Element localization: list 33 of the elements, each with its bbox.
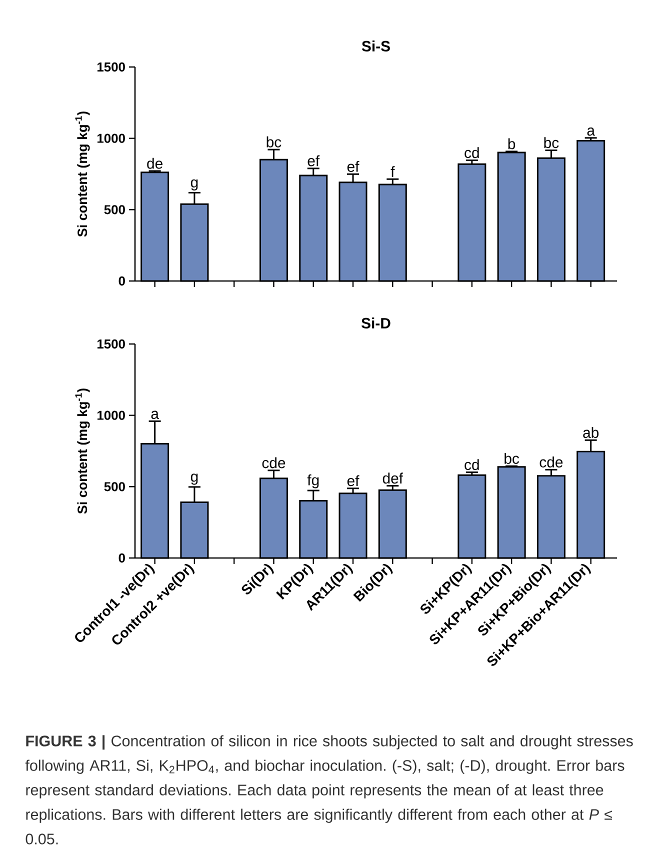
y-tick-label: 500	[104, 482, 125, 492]
data-label: g	[190, 474, 198, 485]
data-label: fg	[307, 474, 319, 488]
data-label: def	[382, 472, 404, 484]
data-label: cd	[464, 459, 479, 470]
y-axis-title: Si content (mg kg$^{-1}$)	[75, 112, 90, 237]
data-label: cde	[540, 456, 563, 468]
data-label: ef	[308, 155, 320, 166]
data-label: f	[390, 166, 395, 177]
y-tick-label: 1000	[97, 410, 125, 420]
data-label: bc	[544, 137, 559, 148]
data-label: g	[190, 179, 198, 190]
chart-title: Si-D	[361, 318, 390, 328]
data-label: cde	[262, 457, 286, 468]
y-axis-title: Si content (mg kg$^{-1}$)	[75, 388, 90, 514]
y-tick-label: 0	[118, 276, 125, 286]
data-label: b	[508, 138, 516, 150]
data-label: ef	[347, 475, 360, 486]
data-label: bc	[504, 452, 520, 464]
text: FIGURE 3 | Concentration of silicon in rice shoots subjected to salt and drought stresses following AR11, Si, K$_{2}$HPO$_{4}$, and biochar inoculation. (-S), salt; (-D), drought. Error bars represent standard deviations. Each data point represents the mean of at least three replications. Bars with different letters are significantly different from each other at P ≤ 0.05.	[25, 735, 633, 844]
y-tick-label: 1000	[97, 134, 125, 143]
data-label: cd	[464, 147, 479, 158]
data-label: bc	[266, 136, 282, 148]
y-tick-label: 0	[118, 553, 125, 563]
data-label: ab	[583, 426, 599, 438]
y-tick-label: 1500	[97, 339, 125, 349]
data-label: de	[147, 158, 162, 169]
y-tick-label: 500	[104, 205, 125, 214]
data-label: a	[151, 410, 159, 419]
data-label: ef	[347, 160, 360, 172]
y-tick-label: 1500	[97, 62, 125, 72]
data-label: a	[587, 128, 595, 136]
chart-title: Si-S	[362, 40, 390, 52]
